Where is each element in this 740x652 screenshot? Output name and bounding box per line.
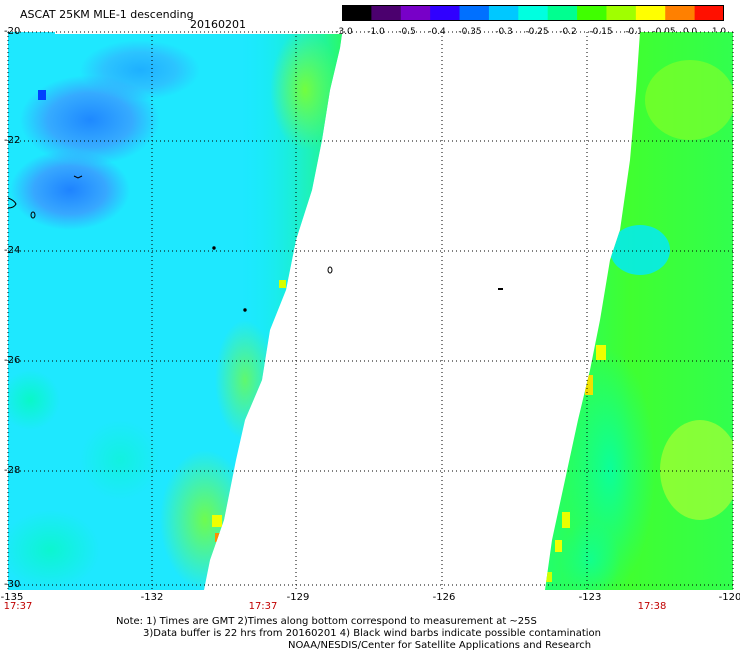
colorbar-cell	[400, 5, 431, 21]
lon-label: -135	[0, 592, 24, 603]
lat-label: -26	[4, 355, 21, 366]
colorbar	[342, 5, 724, 21]
map-date: 20160201	[190, 18, 246, 31]
lat-label: -30	[4, 579, 21, 590]
colorbar-cell	[665, 5, 696, 21]
colorbar-cell	[430, 5, 461, 21]
colorbar-cell	[342, 5, 372, 21]
colorbar-cell	[488, 5, 519, 21]
right-swath	[545, 32, 733, 590]
note-line-1: Note: 1) Times are GMT 2)Times along bot…	[116, 616, 537, 627]
lon-label: -120	[718, 592, 740, 603]
island-marks	[7, 175, 503, 312]
colorbar-cell	[459, 5, 490, 21]
time-label: 17:38	[637, 601, 667, 612]
lat-label: -20	[4, 26, 21, 37]
map-title: ASCAT 25KM MLE-1 descending	[20, 8, 194, 21]
note-line-2: 3)Data buffer is 22 hrs from 20160201 4)…	[143, 628, 601, 639]
lat-label: -28	[4, 465, 21, 476]
grid-lines	[7, 31, 734, 590]
lat-label: -24	[4, 245, 21, 256]
colorbar-cell	[577, 5, 607, 21]
lat-label: -22	[4, 135, 21, 146]
lon-label: -123	[578, 592, 602, 603]
left-swath	[8, 32, 342, 590]
colorbar-cell	[635, 5, 666, 21]
lon-label: -129	[286, 592, 310, 603]
colorbar-tick: -0.5	[398, 27, 416, 37]
colorbar-cell	[547, 5, 578, 21]
colorbar-cell	[694, 5, 724, 21]
lon-label: -126	[432, 592, 456, 603]
colorbar-cell	[606, 5, 637, 21]
lon-label: -132	[140, 592, 164, 603]
colorbar-cell	[518, 5, 549, 21]
colorbar-cell	[371, 5, 402, 21]
note-line-3: NOAA/NESDIS/Center for Satellite Applica…	[288, 640, 592, 651]
colorbar-tick: -0.1	[625, 27, 643, 37]
colorbar-tick: -0.35	[458, 27, 482, 37]
time-label: 17:37	[248, 601, 278, 612]
time-label: 17:37	[3, 601, 33, 612]
